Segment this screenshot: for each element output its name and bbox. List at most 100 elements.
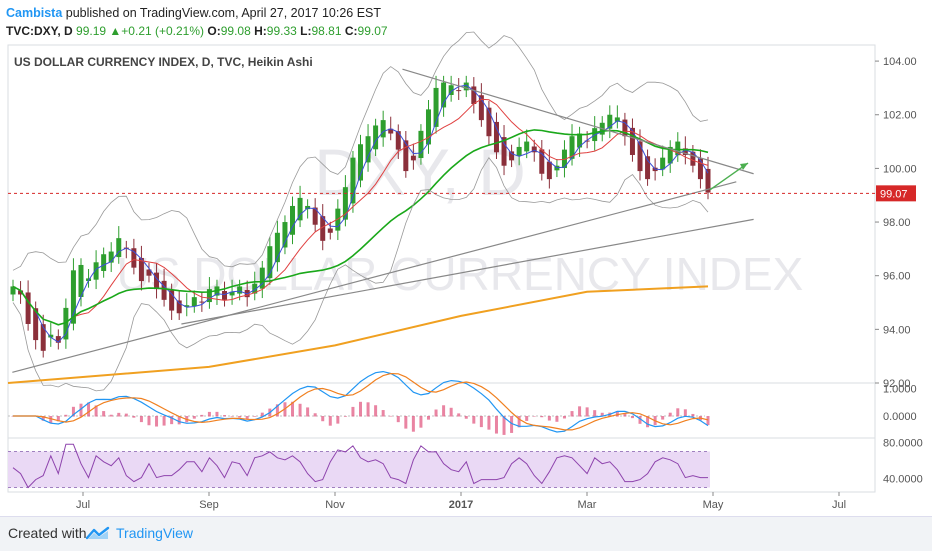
macd-histogram-bar: [442, 405, 446, 417]
macd-histogram-bar: [155, 416, 159, 427]
macd-histogram-bar: [502, 416, 506, 435]
macd-histogram-bar: [525, 416, 529, 421]
candle-body: [373, 125, 379, 150]
macd-histogram-bar: [494, 416, 498, 434]
candle-body: [40, 324, 46, 351]
candle-body: [569, 136, 575, 159]
macd-histogram-bar: [661, 416, 665, 420]
candle-body: [161, 280, 167, 300]
macd-histogram-bar: [419, 416, 423, 428]
candle-body: [546, 161, 552, 180]
chart-canvas[interactable]: DXY, DUS DOLLAR CURRENCY INDEX104.00102.…: [0, 0, 932, 516]
x-tick-label: May: [703, 499, 724, 511]
macd-histogram-bar: [532, 416, 536, 417]
candle-body: [282, 222, 288, 248]
low-value: 98.81: [311, 24, 342, 38]
candle-body: [690, 151, 696, 166]
macd-histogram-bar: [381, 410, 385, 417]
macd-histogram-bar: [230, 416, 234, 417]
macd-histogram-bar: [630, 416, 634, 419]
candle-body: [614, 117, 620, 122]
last-price-badge: [876, 185, 916, 202]
macd-histogram-bar: [426, 416, 430, 420]
candle-body: [561, 149, 567, 169]
x-tick-label: Jul: [76, 499, 90, 511]
rsi-tick-label: 40.0000: [883, 474, 923, 486]
last-price-label: 99.07: [880, 188, 908, 200]
candle-body: [395, 131, 401, 150]
macd-histogram-bar: [117, 412, 121, 417]
candle-body: [675, 141, 681, 156]
macd-histogram-bar: [389, 415, 393, 417]
candle-body: [410, 155, 416, 161]
macd-histogram-bar: [374, 405, 378, 417]
candle-body: [206, 289, 212, 303]
candle-body: [433, 87, 439, 127]
macd-histogram-bar: [570, 411, 574, 417]
macd-histogram-bar: [291, 401, 295, 417]
macd-histogram-bar: [64, 414, 68, 417]
last-price: 99.19: [76, 24, 107, 38]
macd-histogram-bar: [404, 416, 408, 429]
macd-histogram-bar: [139, 416, 143, 423]
macd-histogram-bar: [396, 416, 400, 423]
candle-body: [297, 197, 303, 221]
candle-body: [199, 301, 205, 303]
macd-histogram-bar: [328, 416, 332, 426]
candle-body: [320, 216, 326, 241]
candle-body: [101, 254, 107, 271]
tradingview-brand-link[interactable]: TradingView: [116, 525, 194, 541]
candle-body: [55, 336, 61, 343]
macd-histogram-bar: [313, 413, 317, 417]
close-value: 99.07: [357, 24, 388, 38]
candle-body: [516, 146, 522, 156]
candle-body: [365, 136, 371, 163]
candle-body: [93, 262, 99, 280]
candle-body: [418, 130, 424, 159]
tradingview-logo-icon[interactable]: [86, 526, 110, 540]
candle-body: [448, 85, 454, 95]
macd-histogram-bar: [638, 416, 642, 424]
candle-body: [108, 251, 114, 263]
macd-histogram-bar: [102, 411, 106, 417]
macd-histogram-bar: [623, 413, 627, 417]
candle-body: [78, 264, 84, 297]
macd-histogram-bar: [306, 407, 310, 417]
macd-histogram-bar: [472, 416, 476, 424]
macd-histogram-bar: [562, 416, 566, 419]
macd-histogram-bar: [517, 416, 521, 428]
footer: Created with TradingView: [0, 516, 932, 551]
macd-histogram-bar: [411, 416, 415, 432]
macd-histogram-bar: [207, 411, 211, 417]
candle-body: [697, 158, 703, 180]
projection-arrow: [709, 162, 749, 191]
candle-body: [290, 205, 296, 235]
macd-histogram-bar: [615, 410, 619, 417]
candle-body: [584, 140, 590, 142]
macd-histogram-bar: [162, 416, 166, 426]
projection-arrowhead: [740, 163, 748, 171]
macd-tick-label: 1.0000: [883, 384, 917, 396]
candle-body: [252, 283, 258, 294]
x-tick-label: Jul: [832, 499, 846, 511]
candle-body: [388, 128, 394, 134]
macd-histogram-bar: [336, 416, 340, 424]
close-label: C:: [344, 24, 358, 38]
author-link[interactable]: Cambista: [6, 6, 63, 20]
candle-body: [577, 133, 583, 148]
candle-body: [229, 291, 235, 296]
candle-body: [486, 107, 492, 137]
macd-histogram-bar: [49, 416, 53, 424]
candle-body: [33, 308, 39, 341]
macd-histogram-bar: [321, 416, 325, 422]
publish-line: Cambista published on TradingView.com, A…: [6, 4, 381, 22]
ohlc-line: TVC:DXY, D 99.19 ▲+0.21 (+0.21%) O:99.08…: [6, 22, 388, 40]
y-tick-label: 102.00: [883, 110, 917, 122]
x-tick-label: Nov: [325, 499, 345, 511]
macd-histogram-bar: [177, 416, 181, 425]
candle-body: [463, 82, 469, 91]
macd-histogram-bar: [200, 414, 204, 417]
macd-histogram-bar: [540, 416, 544, 418]
macd-histogram-bar: [170, 416, 174, 425]
macd-histogram-bar: [41, 416, 45, 421]
